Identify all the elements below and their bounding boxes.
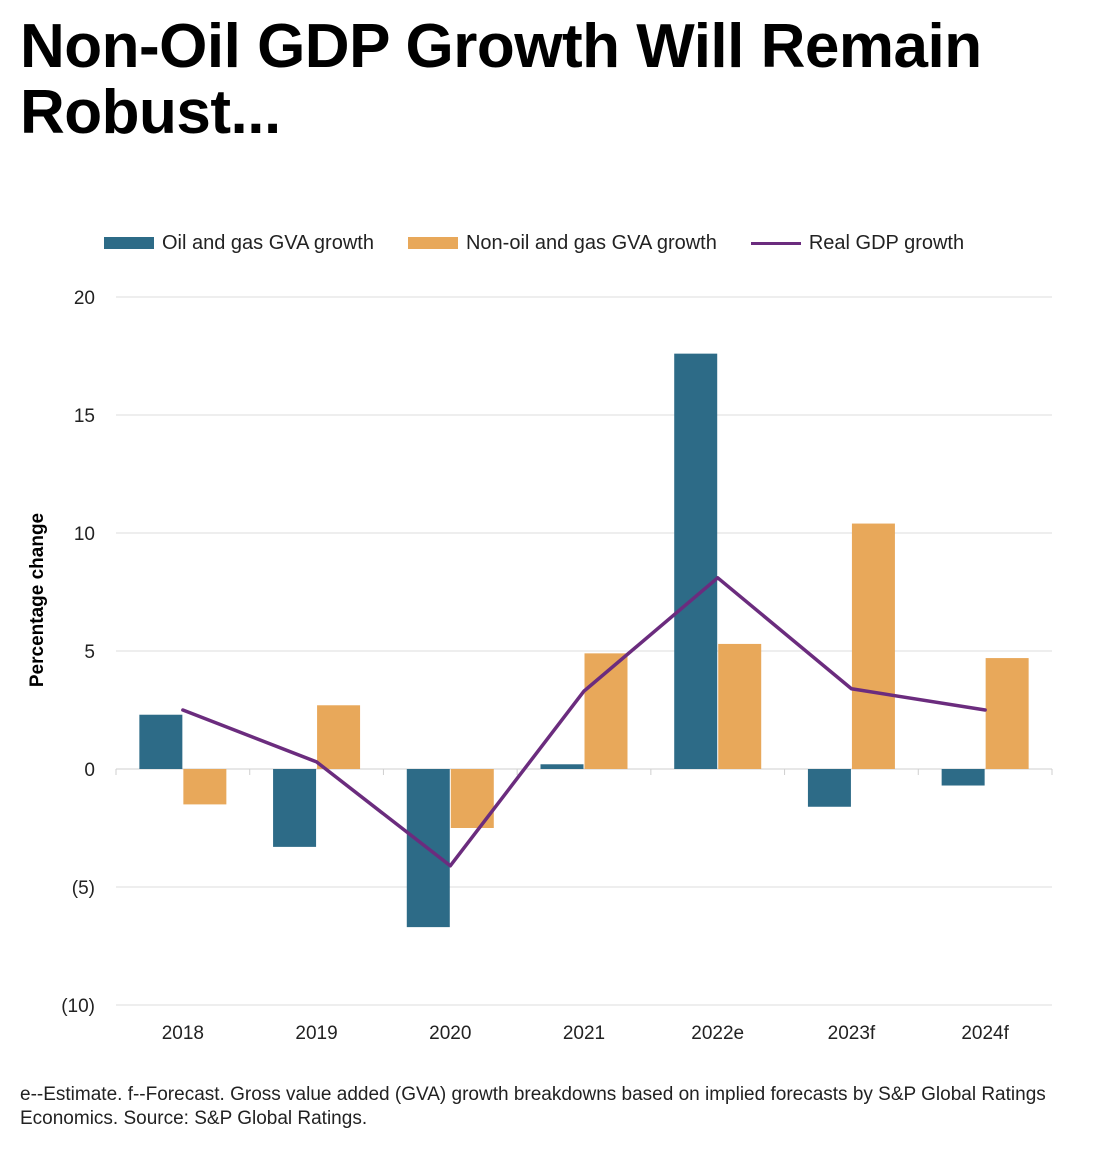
x-tick-label: 2024f (961, 1023, 1009, 1044)
x-axis-ticks: 2018 2019 2020 2021 2022e 2023f 2024f (162, 1023, 1010, 1044)
legend-swatch-oil-gas (104, 237, 154, 249)
bars (139, 353, 1029, 928)
chart-title: Non-Oil GDP Growth Will Remain Robust... (20, 12, 982, 147)
footnote: e--Estimate. f--Forecast. Gross value ad… (20, 1084, 1046, 1129)
bar (317, 705, 361, 769)
x-tick-label: 2018 (162, 1023, 204, 1044)
y-tick-label: 15 (74, 406, 95, 427)
bar (718, 643, 762, 769)
legend-label-real-gdp: Real GDP growth (808, 231, 965, 254)
x-tick-label: 2020 (429, 1023, 471, 1044)
y-tick-label: 20 (74, 288, 95, 309)
gdp-line (181, 576, 987, 868)
bar (139, 714, 183, 769)
y-tick-label: 5 (84, 642, 95, 663)
legend-label-oil-gas: Oil and gas GVA growth (162, 231, 374, 254)
y-tick-label: 10 (74, 524, 95, 545)
bar (807, 769, 851, 807)
x-tick-label: 2022e (691, 1023, 744, 1044)
y-tick-label: 0 (84, 760, 95, 781)
y-axis-label: Percentage change (27, 513, 48, 687)
y-axis-ticks: 20 15 10 5 0 (5) (10) (61, 288, 95, 1017)
x-tick-label: 2019 (295, 1023, 337, 1044)
legend-label-non-oil-gas: Non-oil and gas GVA growth (465, 231, 717, 254)
y-tick-label: (10) (61, 996, 95, 1017)
legend: Oil and gas GVA growth Non-oil and gas G… (104, 228, 998, 258)
legend-swatch-real-gdp (750, 241, 801, 245)
bar-line-chart: 20 15 10 5 0 (5) (10) 2018 2019 2020 2021 2022e 202… (27, 288, 1053, 1044)
bar (183, 769, 227, 805)
bar (540, 764, 584, 769)
bar (674, 353, 718, 769)
legend-item-oil-gas: Oil and gas GVA growth (104, 232, 374, 255)
x-tick-label: 2023f (828, 1023, 876, 1044)
bar (273, 769, 317, 847)
legend-item-non-oil-gas: Non-oil and gas GVA growth (407, 231, 717, 255)
bar (941, 769, 985, 786)
legend-swatch-non-oil-gas (407, 237, 458, 249)
gridlines (115, 296, 1053, 1006)
legend-item-real-gdp: Real GDP growth (750, 231, 965, 255)
bar (851, 523, 895, 769)
x-tick-label: 2021 (563, 1023, 605, 1044)
bar (985, 658, 1029, 769)
y-tick-label: (5) (72, 878, 95, 899)
